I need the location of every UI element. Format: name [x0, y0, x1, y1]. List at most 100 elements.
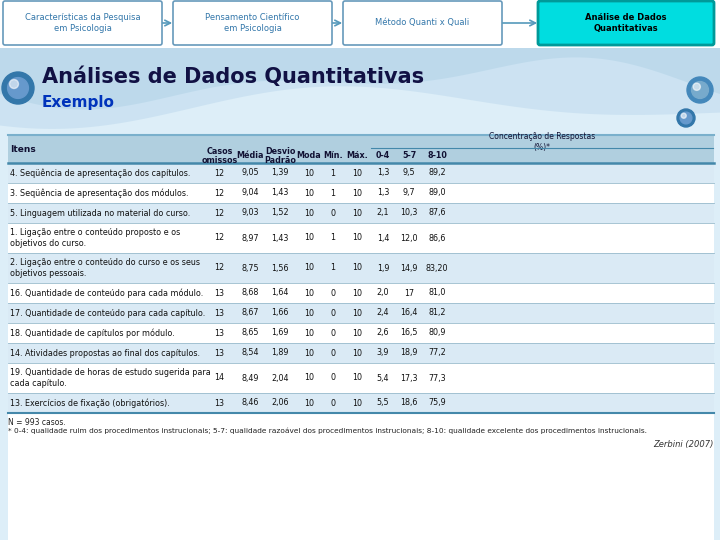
Text: Método Quanti x Quali: Método Quanti x Quali: [375, 18, 469, 28]
Text: 1,89: 1,89: [271, 348, 289, 357]
Text: 3,9: 3,9: [377, 348, 390, 357]
Text: 1,3: 1,3: [377, 168, 390, 178]
Text: 17. Quantidade de conteúdo para cada capítulo.: 17. Quantidade de conteúdo para cada cap…: [10, 308, 205, 318]
Text: 10: 10: [352, 374, 362, 382]
Text: 3. Seqüência de apresentação dos módulos.: 3. Seqüência de apresentação dos módulos…: [10, 188, 189, 198]
Text: Exemplo: Exemplo: [42, 96, 115, 111]
Text: Análises de Dados Quantitativas: Análises de Dados Quantitativas: [42, 67, 424, 87]
Text: 9,7: 9,7: [402, 188, 415, 198]
Polygon shape: [0, 48, 720, 110]
Text: 10: 10: [352, 399, 362, 408]
Text: 8,97: 8,97: [241, 233, 258, 242]
Text: 2,04: 2,04: [271, 374, 289, 382]
Text: 14: 14: [215, 374, 225, 382]
Text: 10: 10: [352, 308, 362, 318]
Text: 87,6: 87,6: [428, 208, 446, 218]
Text: 19. Quantidade de horas de estudo sugerida para
cada capítulo.: 19. Quantidade de horas de estudo sugeri…: [10, 368, 211, 388]
Circle shape: [8, 78, 28, 98]
Text: 8,65: 8,65: [241, 328, 258, 338]
Text: 13: 13: [215, 348, 225, 357]
Text: 5-7: 5-7: [402, 152, 416, 160]
Circle shape: [680, 112, 692, 124]
Text: 8,67: 8,67: [241, 308, 258, 318]
Text: 81,0: 81,0: [428, 288, 446, 298]
Text: 16. Quantidade de conteúdo para cada módulo.: 16. Quantidade de conteúdo para cada mód…: [10, 288, 203, 298]
Text: 13: 13: [215, 288, 225, 298]
Bar: [8, 343, 714, 363]
FancyBboxPatch shape: [3, 1, 162, 45]
FancyBboxPatch shape: [343, 1, 502, 45]
Circle shape: [693, 83, 701, 90]
Circle shape: [687, 77, 713, 103]
Text: 16,4: 16,4: [400, 308, 418, 318]
Text: 10: 10: [352, 264, 362, 273]
Text: Máx.: Máx.: [346, 152, 368, 160]
Text: 10: 10: [304, 168, 314, 178]
Text: 0: 0: [330, 208, 336, 218]
Text: 10: 10: [304, 399, 314, 408]
Text: 1,66: 1,66: [271, 308, 289, 318]
Text: 77,3: 77,3: [428, 374, 446, 382]
Text: 12: 12: [215, 208, 225, 218]
Text: Análise de Dados
Quantitativas: Análise de Dados Quantitativas: [585, 13, 667, 33]
Text: 10: 10: [304, 374, 314, 382]
Text: 9,05: 9,05: [241, 168, 258, 178]
Text: 12: 12: [215, 168, 225, 178]
Text: 1,4: 1,4: [377, 233, 390, 242]
Text: 2,6: 2,6: [377, 328, 390, 338]
Text: 10: 10: [304, 208, 314, 218]
Text: 8,46: 8,46: [241, 399, 258, 408]
Text: 2,4: 2,4: [377, 308, 390, 318]
Text: 1,52: 1,52: [271, 208, 289, 218]
Text: 16,5: 16,5: [400, 328, 418, 338]
Circle shape: [9, 79, 19, 89]
Text: 10: 10: [352, 328, 362, 338]
Text: Zerbini (2007): Zerbini (2007): [654, 440, 714, 449]
Text: 10: 10: [352, 188, 362, 198]
Text: 9,04: 9,04: [241, 188, 258, 198]
Text: 0-4: 0-4: [376, 152, 390, 160]
Text: 10: 10: [304, 288, 314, 298]
Circle shape: [691, 82, 708, 98]
FancyBboxPatch shape: [173, 1, 332, 45]
Text: 0: 0: [330, 348, 336, 357]
Text: 14,9: 14,9: [400, 264, 418, 273]
Text: 77,2: 77,2: [428, 348, 446, 357]
Text: 8,49: 8,49: [241, 374, 258, 382]
Bar: [8, 413, 714, 540]
Text: 0: 0: [330, 308, 336, 318]
Text: 0: 0: [330, 399, 336, 408]
Text: 13. Exercícios de fixação (obrigatórios).: 13. Exercícios de fixação (obrigatórios)…: [10, 399, 170, 408]
Text: 0: 0: [330, 328, 336, 338]
Polygon shape: [0, 48, 720, 129]
Text: 1,39: 1,39: [271, 168, 289, 178]
Text: 1,56: 1,56: [271, 264, 289, 273]
Text: 10: 10: [304, 328, 314, 338]
Bar: [0, 0, 720, 48]
Text: 83,20: 83,20: [426, 264, 449, 273]
Text: 13: 13: [215, 328, 225, 338]
Text: Pensamento Científico
em Psicologia: Pensamento Científico em Psicologia: [205, 13, 300, 33]
Bar: [8, 393, 714, 413]
Text: Mín.: Mín.: [323, 152, 343, 160]
Text: 1,64: 1,64: [271, 288, 289, 298]
Text: 10: 10: [352, 208, 362, 218]
Text: 10: 10: [304, 264, 314, 273]
Text: 13: 13: [215, 399, 225, 408]
Text: 0: 0: [330, 374, 336, 382]
Text: 1: 1: [330, 233, 336, 242]
Text: 10,3: 10,3: [400, 208, 418, 218]
Text: Casos
omissos: Casos omissos: [202, 147, 238, 165]
Text: 1,43: 1,43: [271, 233, 289, 242]
Bar: [8, 183, 714, 203]
Bar: [8, 283, 714, 303]
Text: Desvio
Padrão: Desvio Padrão: [264, 147, 296, 165]
Text: 10: 10: [304, 233, 314, 242]
Text: 89,2: 89,2: [428, 168, 446, 178]
Text: 17,3: 17,3: [400, 374, 418, 382]
Text: 80,9: 80,9: [428, 328, 446, 338]
Text: 1. Ligação entre o conteúdo proposto e os
objetivos do curso.: 1. Ligação entre o conteúdo proposto e o…: [10, 228, 180, 248]
Bar: [8, 323, 714, 343]
Text: 18,9: 18,9: [400, 348, 418, 357]
Text: 1,3: 1,3: [377, 188, 390, 198]
